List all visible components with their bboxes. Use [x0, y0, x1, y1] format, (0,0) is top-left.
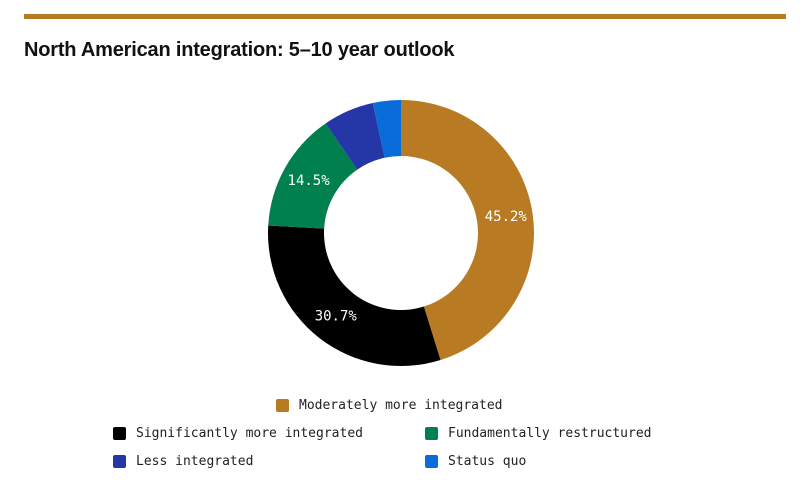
slice-value-label-fundamentally-restructured: 14.5%	[288, 173, 331, 189]
legend-label: Moderately more integrated	[299, 398, 503, 413]
donut-slice-labels: 45.2% 30.7% 14.5%	[288, 173, 528, 324]
legend-label: Fundamentally restructured	[448, 426, 652, 441]
slice-less-integrated	[325, 103, 385, 170]
legend-label: Less integrated	[136, 454, 254, 469]
slice-moderately-more-integrated	[401, 100, 534, 360]
chart-title: North American integration: 5–10 year ou…	[24, 39, 455, 61]
legend-item-less-integrated: Less integrated	[113, 454, 253, 469]
slice-fundamentally-restructured	[268, 123, 358, 229]
legend-swatch	[425, 455, 438, 468]
legend-swatch	[425, 427, 438, 440]
slice-status-quo	[372, 100, 401, 158]
legend-label: Status quo	[448, 454, 527, 469]
legend-item-moderately-more-integrated: Moderately more integrated	[276, 398, 503, 413]
donut-slices	[268, 100, 534, 366]
legend-item-status-quo: Status quo	[425, 454, 526, 469]
legend-swatch	[276, 399, 289, 412]
slice-significantly-more-integrated	[268, 225, 441, 366]
top-accent-rule	[24, 14, 786, 19]
legend-item-significantly-more-integrated: Significantly more integrated	[113, 426, 363, 441]
donut-chart: 45.2% 30.7% 14.5%	[268, 100, 534, 366]
slice-value-label-moderately-more-integrated: 45.2%	[485, 209, 528, 225]
legend-swatch	[113, 455, 126, 468]
legend-swatch	[113, 427, 126, 440]
legend-item-fundamentally-restructured: Fundamentally restructured	[425, 426, 652, 441]
legend-label: Significantly more integrated	[136, 426, 363, 441]
slice-value-label-significantly-more-integrated: 30.7%	[315, 309, 358, 325]
